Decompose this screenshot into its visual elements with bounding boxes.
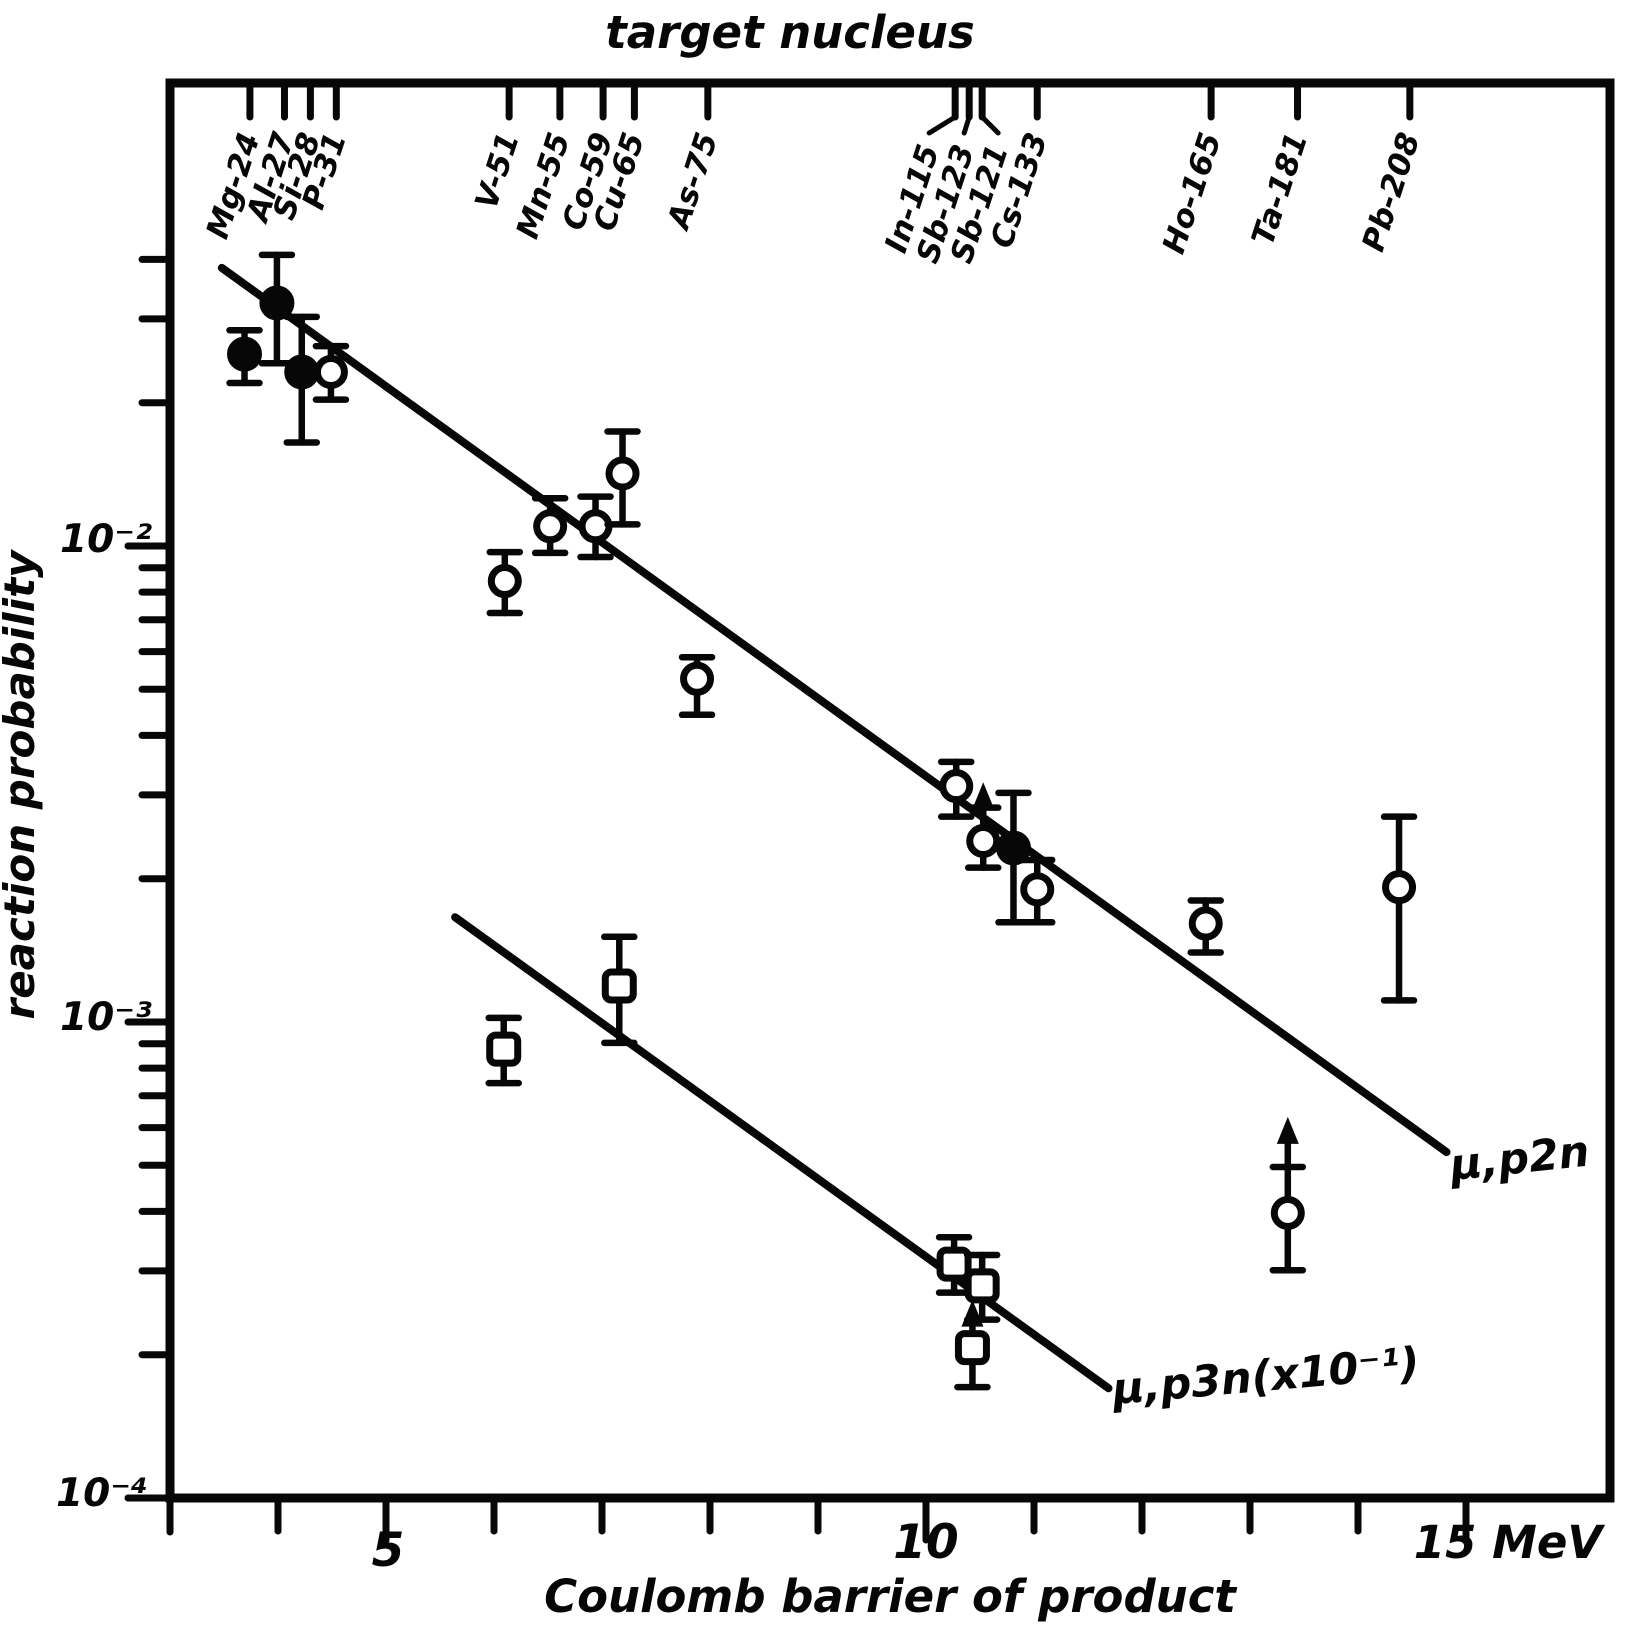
data-point-mn-55 [531, 494, 569, 557]
axis-ticks [124, 255, 1470, 1544]
series-label-p3n: μ,p3n(x10⁻¹) [1109, 1338, 1422, 1415]
data-points [226, 251, 1418, 1391]
data-point-ta-181 [1269, 1116, 1307, 1274]
top-axis-title: target nucleus [605, 6, 975, 59]
data-point-cs-133 [1018, 856, 1056, 926]
marker-open-square [964, 1268, 1000, 1304]
marker-open-circle [939, 769, 974, 804]
target-nucleus-label: V-51 [468, 128, 526, 213]
target-nucleus-label: Pb-208 [1355, 128, 1427, 256]
fit-line-mu,p2n [217, 263, 1451, 1157]
marker-filled-circle [259, 285, 295, 321]
target-nucleus-label: Ho-165 [1156, 128, 1229, 258]
marker-filled-circle [227, 336, 263, 372]
x-axis-title: Coulomb barrier of product [544, 1570, 1237, 1623]
series-label-p2n: μ,p2n [1446, 1127, 1592, 1191]
data-point-as-75 [678, 653, 716, 719]
marker-open-circle [487, 564, 522, 599]
data-point-co-59 [577, 493, 614, 561]
data-point-p-31 [312, 342, 350, 403]
y-tick-label-1e-4: 10⁻⁴ [56, 1471, 148, 1516]
label-leader-line [979, 114, 1001, 136]
x-tick-label-10: 10 [893, 1515, 958, 1570]
data-point-v-51 [486, 548, 524, 617]
y-tick-label-1e-2: 10⁻² [60, 517, 152, 562]
marker-open-square [601, 968, 637, 1004]
marker-open-square [936, 1246, 972, 1282]
data-point-cu-65 [601, 933, 638, 1047]
fit-line-mu,p3n [451, 913, 1113, 1393]
series-p3n [485, 933, 1001, 1391]
marker-filled-circle [284, 354, 320, 390]
marker-open-circle [680, 661, 715, 696]
marker-open-circle [1270, 1195, 1305, 1230]
fit-lines [217, 263, 1451, 1393]
marker-open-circle [1020, 872, 1055, 907]
marker-open-circle [1188, 906, 1223, 941]
marker-filled-circle [995, 830, 1031, 866]
lower-limit-arrowhead [1276, 1116, 1299, 1144]
data-point-mg-24 [226, 326, 263, 387]
data-point-in-115 [937, 758, 975, 820]
data-point-cu-65 [604, 428, 641, 528]
lower-limit-arrowhead [961, 1299, 984, 1327]
series-p2n [226, 251, 1418, 1274]
marker-open-circle [533, 509, 568, 544]
data-point-v-51 [485, 1014, 522, 1087]
data-point-ho-165 [1187, 897, 1224, 956]
marker-open-circle [966, 824, 1001, 859]
data-point-pb-208 [1380, 813, 1418, 1004]
marker-open-square [486, 1031, 522, 1067]
label-leader-line [961, 114, 972, 136]
x-tick-label-5: 5 [372, 1523, 405, 1578]
y-axis-title: reaction probability [0, 549, 44, 1020]
marker-open-circle [313, 355, 348, 390]
x-tick-label-15mev: 15 MeV [1414, 1516, 1606, 1569]
plot-frame [165, 78, 1615, 1503]
target-nucleus-label: As-75 [660, 128, 726, 236]
target-nucleus-label: Ta-181 [1245, 128, 1315, 249]
marker-open-circle [1382, 870, 1417, 905]
y-tick-label-1e-3: 10⁻³ [60, 995, 152, 1040]
lower-limit-arrowhead [972, 782, 995, 810]
data-point-al-27 [258, 251, 296, 367]
data-point-in-115 [935, 1234, 973, 1296]
data-point-sb-123 [954, 1299, 991, 1391]
data-point-sb-123 [964, 782, 1002, 871]
marker-open-circle [605, 456, 640, 491]
label-leader-line [926, 114, 958, 136]
marker-open-square [954, 1330, 990, 1366]
